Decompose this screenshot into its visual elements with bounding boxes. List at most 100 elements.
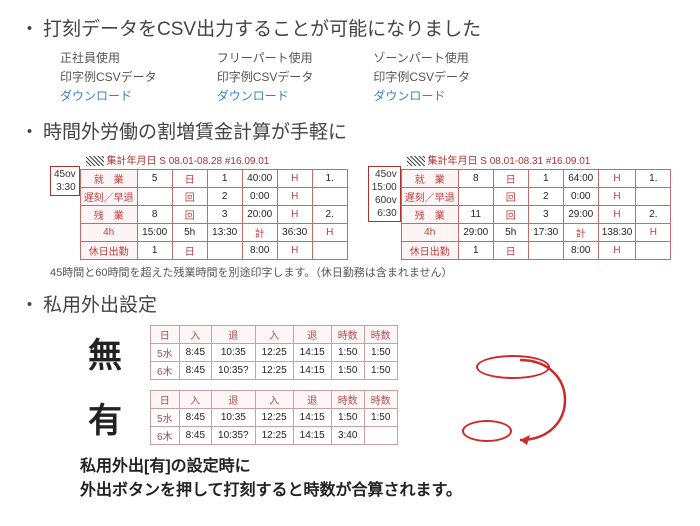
cell: 1:50 (364, 361, 397, 379)
cell: H (598, 187, 636, 205)
section-title-csv: 打刻データをCSV出力することが可能になりました (20, 14, 680, 41)
cell: 5h (172, 223, 207, 241)
left-side-box: 45ov 3:30 (50, 166, 80, 196)
header-cell: 退 (293, 390, 331, 408)
cell: 1:50 (331, 408, 364, 426)
left-side-a: 45ov (54, 168, 76, 181)
cell: 4h (80, 223, 137, 241)
cell: H (598, 241, 636, 259)
cell: 6木 (151, 361, 180, 379)
cell: 1 (458, 241, 493, 259)
header-cell: 時数 (331, 325, 364, 343)
cell (364, 426, 397, 444)
cell: 2. (312, 205, 347, 223)
header-cell: 退 (293, 325, 331, 343)
cell: 29:00 (563, 205, 598, 223)
cell: 8:00 (242, 241, 277, 259)
header-cell: 時数 (331, 390, 364, 408)
csv-col-2-l1: フリーパート使用 (217, 49, 314, 68)
cell: 5h (493, 223, 528, 241)
cell: 1. (636, 169, 671, 187)
cell (207, 241, 242, 259)
header-cell: 日 (151, 325, 180, 343)
left-side-b: 3:30 (54, 181, 76, 194)
csv-col-1-l2: 印字例CSVデータ (60, 68, 157, 87)
csv-columns: 正社員使用 印字例CSVデータ ダウンロード フリーパート使用 印字例CSVデー… (60, 49, 680, 107)
cell: 3 (207, 205, 242, 223)
cell: 残 業 (401, 205, 458, 223)
cell: 3:40 (331, 426, 364, 444)
csv-col-1-link[interactable]: ダウンロード (60, 87, 157, 106)
section-title-overtime: 時間外労働の割増賃金計算が手軽に (20, 117, 680, 144)
cell: 2. (636, 205, 671, 223)
overtime-tables: 45ov 3:30 集計年月日 S 08.01-08.28 #16.09.01 … (50, 152, 680, 260)
cell: 29:00 (458, 223, 493, 241)
csv-col-1: 正社員使用 印字例CSVデータ ダウンロード (60, 49, 157, 107)
right-head: 集計年月日 S 08.01-08.31 #16.09.01 (407, 152, 672, 167)
cell: 日 (172, 241, 207, 259)
cell: 36:30 (277, 223, 312, 241)
cell: 13:30 (207, 223, 242, 241)
header-cell: 時数 (364, 390, 397, 408)
cell: 残 業 (80, 205, 137, 223)
cell (636, 241, 671, 259)
cell: 8:00 (563, 241, 598, 259)
cell: 休日出勤 (401, 241, 458, 259)
cell: 計 (563, 223, 598, 241)
cell: 就 業 (401, 169, 458, 187)
label-yes: 有 (80, 393, 130, 442)
cell: 8:45 (179, 361, 211, 379)
left-head: 集計年月日 S 08.01-08.28 #16.09.01 (86, 152, 348, 167)
cell: 1 (207, 169, 242, 187)
cell: H (277, 169, 312, 187)
csv-col-3: ゾーンパート使用 印字例CSVデータ ダウンロード (373, 49, 470, 107)
cell: 日 (172, 169, 207, 187)
cell: 2 (207, 187, 242, 205)
overtime-note: 45時間と60時間を超えた残業時間を別途印字します。（休日勤務は含まれません） (50, 264, 680, 280)
cell: 15:00 (137, 223, 172, 241)
table-none: 日入退入退時数時数5水8:4510:3512:2514:151:501:506木… (150, 325, 398, 380)
csv-col-2-link[interactable]: ダウンロード (217, 87, 314, 106)
cell: 8:45 (179, 343, 211, 361)
left-table: 就 業5日140:00H1.遅刻／早退回20:00H残 業8回320:00H2.… (80, 169, 348, 260)
cell: 10:35 (212, 408, 256, 426)
overtime-left-block: 45ov 3:30 集計年月日 S 08.01-08.28 #16.09.01 … (50, 152, 348, 260)
section-title-private: 私用外出設定 (20, 290, 680, 317)
cell: 1:50 (331, 343, 364, 361)
cell: 計 (242, 223, 277, 241)
bottom-text: 私用外出[有]の設定時に 外出ボタンを押して打刻すると時数が合算されます。 (80, 455, 680, 503)
cell: 2 (528, 187, 563, 205)
cell: 0:00 (563, 187, 598, 205)
cell: H (312, 223, 347, 241)
cell: H (598, 169, 636, 187)
cell (312, 241, 347, 259)
overtime-right-block: 45ov 15:00 60ov 6:30 集計年月日 S 08.01-08.31… (368, 152, 672, 260)
circle-yes (462, 420, 512, 442)
cell: 14:15 (293, 343, 331, 361)
right-side-d: 6:30 (372, 207, 397, 220)
cell: H (277, 205, 312, 223)
right-table: 就 業8日164:00H1.遅刻／早退回20:00H残 業11回329:00H2… (401, 169, 672, 260)
cell: 8 (137, 205, 172, 223)
bottom-line-2: 外出ボタンを押して打刻すると時数が合算されます。 (80, 479, 680, 503)
csv-col-3-l1: ゾーンパート使用 (373, 49, 470, 68)
cell: 1:50 (331, 361, 364, 379)
cell: 5 (137, 169, 172, 187)
csv-col-1-l1: 正社員使用 (60, 49, 157, 68)
cell: 1 (528, 169, 563, 187)
right-side-box: 45ov 15:00 60ov 6:30 (368, 166, 401, 222)
header-cell: 入 (179, 325, 211, 343)
csv-col-2: フリーパート使用 印字例CSVデータ ダウンロード (217, 49, 314, 107)
private-block: 無 日入退入退時数時数5水8:4510:3512:2514:151:501:50… (80, 325, 680, 445)
cell: 12:25 (255, 361, 293, 379)
cell (137, 187, 172, 205)
cell: 就 業 (80, 169, 137, 187)
csv-col-3-link[interactable]: ダウンロード (373, 87, 470, 106)
cell: 12:25 (255, 426, 293, 444)
header-cell: 入 (255, 390, 293, 408)
cell: H (277, 187, 312, 205)
cell: 12:25 (255, 343, 293, 361)
cell (636, 187, 671, 205)
csv-col-3-l2: 印字例CSVデータ (373, 68, 470, 87)
cell: 8:45 (179, 426, 211, 444)
